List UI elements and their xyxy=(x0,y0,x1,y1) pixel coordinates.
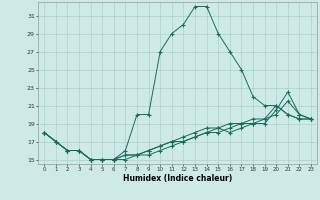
X-axis label: Humidex (Indice chaleur): Humidex (Indice chaleur) xyxy=(123,174,232,183)
